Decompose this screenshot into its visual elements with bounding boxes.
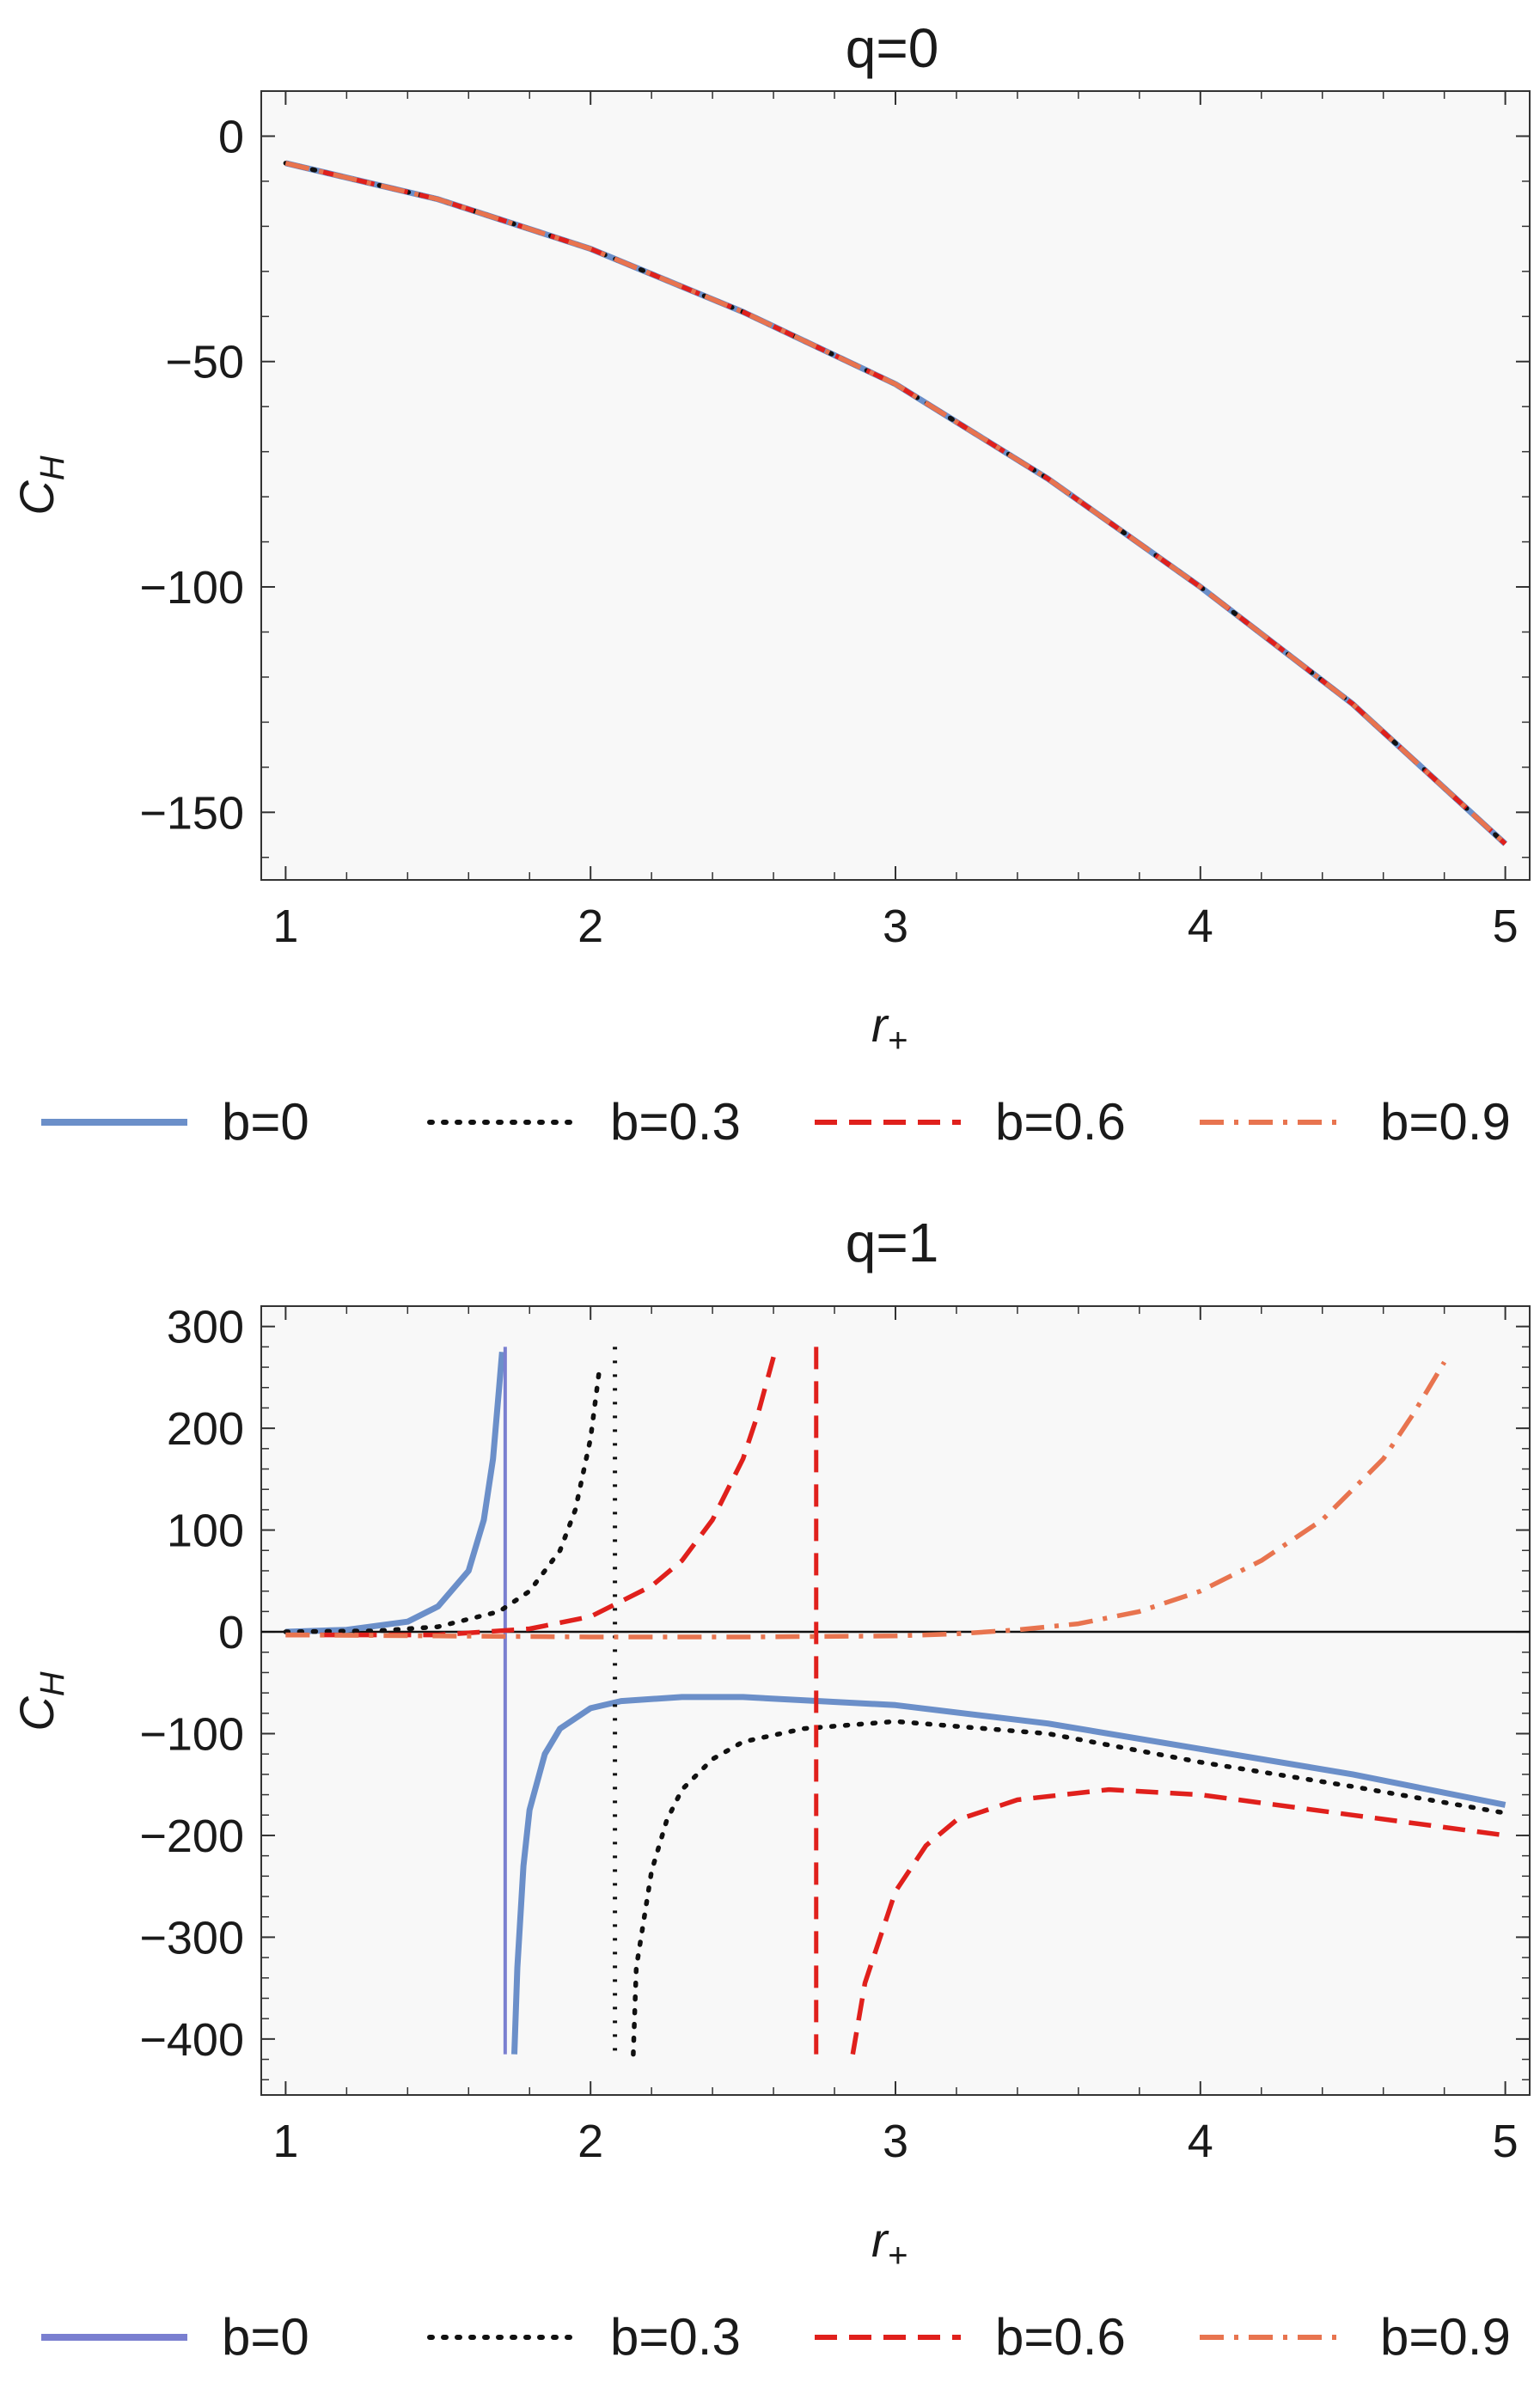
panel-q0: q=0 1 2 3 4 5 0 −50 −100 −150 CH r+ b=0 b=0.3 b=0.… (9, 17, 1531, 1151)
y-axis-label-q1: CH (9, 1671, 71, 1731)
x-axis-label-q0: r+ (871, 998, 908, 1060)
x-tick-label: 1 (272, 2116, 298, 2167)
y-tick-label: 0 (218, 1607, 244, 1658)
legend-label: b=0.9 (1380, 1093, 1511, 1151)
x-tick-label: 5 (1493, 901, 1519, 952)
legend-label: b=0.3 (610, 2308, 741, 2366)
series-line-b03-seg1 (631, 1719, 1508, 2057)
x-axis-label-q1: r+ (871, 2213, 908, 2275)
series-line-b06-seg1 (850, 1786, 1506, 2055)
legend-label: b=0.6 (995, 2308, 1126, 2366)
y-tick-label: −50 (165, 337, 244, 388)
legend-label: b=0.9 (1380, 2308, 1511, 2366)
legend-label: b=0 (222, 1093, 309, 1151)
y-tick-label: −400 (139, 2014, 244, 2066)
legend-label: b=0.6 (995, 1093, 1126, 1151)
x-tick-label: 3 (883, 901, 908, 952)
x-tick-label: 3 (883, 2116, 908, 2167)
y-tick-label: 200 (167, 1403, 244, 1455)
x-tick-label: 4 (1188, 2116, 1213, 2167)
y-axis-label-q0: CH (9, 455, 71, 515)
legend-q1: b=0 b=0.3 b=0.6 b=0.9 (41, 2308, 1511, 2366)
y-tick-label: 0 (218, 111, 244, 162)
y-tick-label: 300 (167, 1302, 244, 1353)
y-tick-label: −200 (139, 1811, 244, 1862)
chart-title-q1: q=1 (846, 1212, 939, 1273)
y-tick-label: 100 (167, 1505, 244, 1557)
y-tick-label: −300 (139, 1912, 244, 1964)
legend-label: b=0 (222, 2308, 309, 2366)
axis-ticks-q0: 1 2 3 4 5 0 −50 −100 −150 (139, 90, 1530, 952)
x-tick-label: 2 (578, 901, 603, 952)
y-tick-label: −100 (139, 1708, 244, 1760)
y-tick-label: −150 (139, 787, 244, 839)
panel-q1: q=1 1 2 3 4 5 300 200 100 0 −100 −200 −300 −400 CH r… (9, 1212, 1531, 2366)
x-tick-label: 1 (272, 901, 298, 952)
series-line-b03-seg0 (283, 1365, 602, 1634)
x-tick-label: 5 (1493, 2116, 1519, 2167)
plot-area-q1 (260, 1305, 1531, 2096)
series-line-b09-seg0 (284, 161, 1507, 846)
series-line-b09-seg0 (285, 1360, 1447, 1640)
series-line-b0-seg0 (285, 1352, 505, 1635)
chart-title-q0: q=0 (846, 17, 939, 79)
series-group-q1 (283, 1347, 1508, 2057)
series-line-b0-seg1 (511, 1694, 1506, 2055)
x-tick-label: 4 (1188, 901, 1213, 952)
y-tick-label: −100 (139, 562, 244, 614)
x-tick-label: 2 (578, 2116, 603, 2167)
legend-label: b=0.3 (610, 1093, 741, 1151)
legend-q0: b=0 b=0.3 b=0.6 b=0.9 (41, 1093, 1511, 1151)
axis-ticks-q1: 1 2 3 4 5 300 200 100 0 −100 −200 −300 −400 (139, 1302, 1530, 2167)
series-group-q0 (283, 160, 1508, 846)
plot-area-q0 (260, 90, 1531, 881)
series-line-b06-seg0 (285, 1356, 776, 1638)
